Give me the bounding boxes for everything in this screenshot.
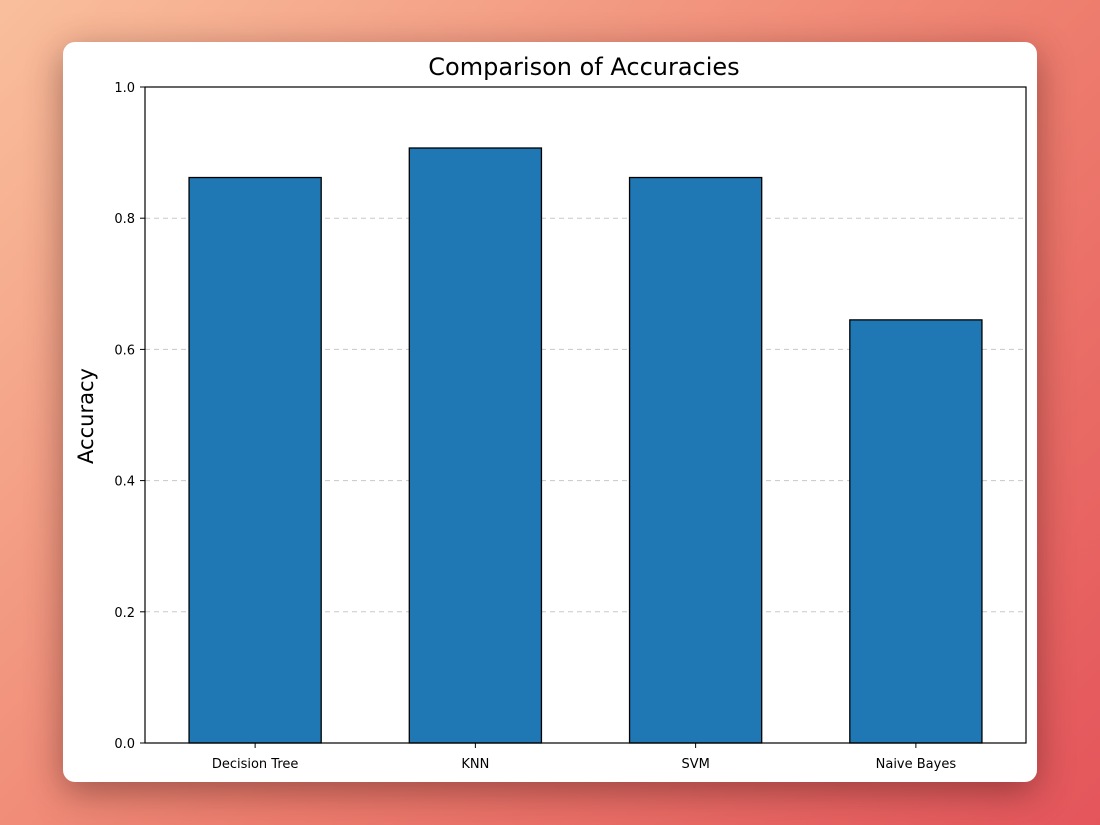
x-tick-label: Decision Tree	[212, 757, 299, 772]
chart-card: Comparison of Accuracies Accuracy 0.0 0.2…	[63, 42, 1037, 782]
chart-title: Comparison of Accuracies	[428, 53, 739, 81]
bar-naive-bayes	[849, 319, 983, 744]
x-tick-label: Naive Bayes	[876, 757, 957, 772]
y-tick-label: 0.2	[114, 606, 135, 621]
plot-area-frame	[144, 86, 1027, 744]
y-axis-label: Accuracy	[74, 368, 98, 464]
bar-knn	[408, 147, 543, 744]
x-tick-label: SVM	[681, 757, 709, 772]
y-tick-label: 0.4	[114, 475, 135, 490]
bars	[188, 147, 983, 744]
x-axis-ticks: Decision Tree KNN SVM Naive Bayes	[212, 743, 956, 772]
x-tick-label: KNN	[461, 757, 489, 772]
bar-chart: Comparison of Accuracies Accuracy 0.0 0.2…	[74, 53, 1027, 772]
y-tick-label: 0.0	[114, 737, 135, 752]
bar-svm	[628, 176, 763, 744]
y-tick-label: 1.0	[114, 81, 135, 96]
y-axis-ticks: 0.0 0.2 0.4 0.6 0.8 1.0	[114, 81, 145, 752]
y-tick-label: 0.6	[114, 343, 135, 358]
bar-decision-tree	[188, 176, 322, 744]
y-tick-label: 0.8	[114, 212, 135, 227]
